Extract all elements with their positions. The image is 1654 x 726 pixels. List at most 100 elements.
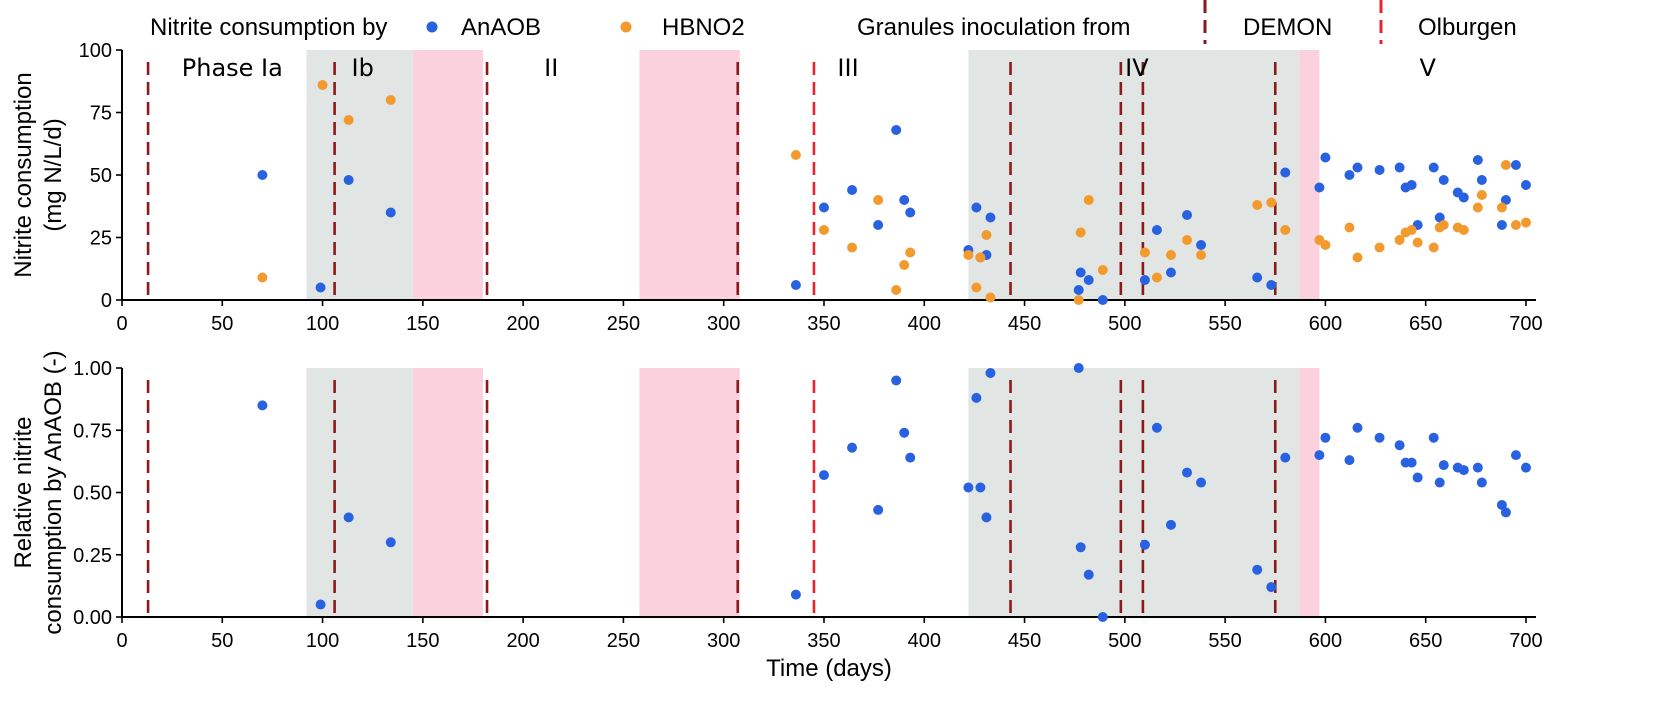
pink-band xyxy=(412,50,484,300)
anaob-point xyxy=(1412,472,1423,483)
x-tick-label: 50 xyxy=(211,313,233,335)
anaob-point xyxy=(1438,175,1449,185)
x-tick-label: 250 xyxy=(607,313,640,335)
grey-band xyxy=(968,368,1300,617)
anaob-point xyxy=(905,207,916,218)
pink-band xyxy=(639,50,740,300)
anaob-point xyxy=(1374,165,1385,175)
anaob-point xyxy=(1097,612,1108,622)
anaob-point xyxy=(1434,477,1445,488)
anaob-point xyxy=(985,367,996,378)
anaob-point xyxy=(315,282,326,293)
y-tick-label: 0.25 xyxy=(73,545,112,567)
hbno2-point xyxy=(975,252,986,263)
hbno2-point xyxy=(891,285,902,295)
x-tick-label: 100 xyxy=(306,313,339,335)
anaob-point xyxy=(343,512,354,523)
hbno2-point xyxy=(1165,250,1176,260)
anaob-point xyxy=(847,185,858,195)
hbno2-point xyxy=(257,272,268,283)
phase-label: III xyxy=(837,54,858,82)
x-tick-label: 400 xyxy=(908,630,941,652)
y-axis-title-line: consumption by AnAOB (-) xyxy=(40,350,67,634)
anaob-point xyxy=(1406,457,1417,468)
y-axis-title-line: (mg N/L/d) xyxy=(40,118,67,231)
hbno2-point xyxy=(1496,202,1507,213)
y-tick-label: 25 xyxy=(90,228,112,250)
hbno2-point xyxy=(1266,197,1277,208)
anaob-point xyxy=(1196,240,1207,250)
legend-olburgen-label: Olburgen xyxy=(1418,14,1517,41)
x-tick-label: 0 xyxy=(116,630,127,652)
anaob-point xyxy=(985,212,996,223)
legend-hbno2-label: HBNO2 xyxy=(662,14,745,41)
hbno2-point xyxy=(1472,202,1483,213)
legend-granules-label: Granules inoculation from xyxy=(857,14,1130,41)
hbno2-point xyxy=(1083,195,1094,205)
hbno2-point xyxy=(343,115,354,125)
anaob-point xyxy=(1458,192,1469,203)
hbno2-point xyxy=(790,150,801,160)
hbno2-point xyxy=(1394,235,1405,245)
anaob-point xyxy=(963,482,974,493)
y-axis-title: Nitrite consumption (mg N/L/d) xyxy=(10,72,67,277)
hbno2-point xyxy=(905,247,916,258)
anaob-point xyxy=(1510,450,1521,461)
legend-consumption-label: Nitrite consumption by xyxy=(150,14,387,41)
anaob-point xyxy=(343,175,354,185)
hbno2-point xyxy=(1280,225,1291,235)
anaob-point xyxy=(1075,542,1086,553)
anaob-point xyxy=(790,280,801,290)
hbno2-point xyxy=(1151,272,1162,283)
anaob-point xyxy=(1075,267,1086,278)
x-tick-label: 650 xyxy=(1409,313,1442,335)
x-tick-label: 500 xyxy=(1108,313,1141,335)
hbno2-point xyxy=(1320,240,1331,250)
hbno2-point xyxy=(1510,220,1521,230)
hbno2-point xyxy=(1374,242,1385,253)
anaob-point xyxy=(1394,440,1405,451)
hbno2-point xyxy=(1075,227,1086,238)
anaob-point xyxy=(971,202,982,213)
pink-band xyxy=(1299,368,1320,617)
anaob-point xyxy=(1520,462,1531,473)
anaob-point xyxy=(1496,499,1507,510)
hbno2-point xyxy=(1196,250,1207,260)
anaob-point xyxy=(1352,422,1363,433)
anaob-point xyxy=(1083,275,1094,285)
anaob-point xyxy=(1252,272,1263,283)
anaob-point xyxy=(1428,162,1439,173)
x-tick-label: 350 xyxy=(807,630,840,652)
y-tick-label: 0.00 xyxy=(73,607,112,629)
anaob-point xyxy=(1252,564,1263,575)
x-tick-label: 400 xyxy=(908,313,941,335)
anaob-point xyxy=(1320,152,1331,163)
anaob-point xyxy=(975,482,986,493)
anaob-point xyxy=(847,442,858,453)
anaob-point xyxy=(1496,220,1507,230)
hbno2-point xyxy=(1073,295,1084,305)
x-tick-label: 300 xyxy=(707,313,740,335)
hbno2-point xyxy=(385,95,396,105)
panel-relative-consumption: 0.00 0.25 0.50 0.75 1.00 0 50 100 150 200 250 300 35… xyxy=(10,350,1543,682)
y-axis-title: Relative nitrite consumption by AnAOB (-) xyxy=(10,350,67,634)
legend-anaob-marker xyxy=(426,21,438,33)
anaob-point xyxy=(873,504,884,515)
anaob-point xyxy=(1266,582,1277,593)
anaob-point xyxy=(1165,267,1176,278)
x-tick-label: 0 xyxy=(116,313,127,335)
grey-band xyxy=(306,368,413,617)
x-tick-label: 200 xyxy=(506,313,539,335)
anaob-point xyxy=(899,195,910,205)
hbno2-point xyxy=(317,80,328,90)
hbno2-point xyxy=(981,230,992,240)
legend-hbno2-marker xyxy=(620,21,632,33)
hbno2-point xyxy=(1476,190,1487,200)
anaob-point xyxy=(818,202,829,213)
hbno2-point xyxy=(1182,235,1193,245)
hbno2-point xyxy=(1500,160,1511,170)
phase-label: Ib xyxy=(352,54,374,82)
anaob-point xyxy=(1280,167,1291,178)
anaob-point xyxy=(385,537,396,548)
anaob-point xyxy=(1520,180,1531,190)
